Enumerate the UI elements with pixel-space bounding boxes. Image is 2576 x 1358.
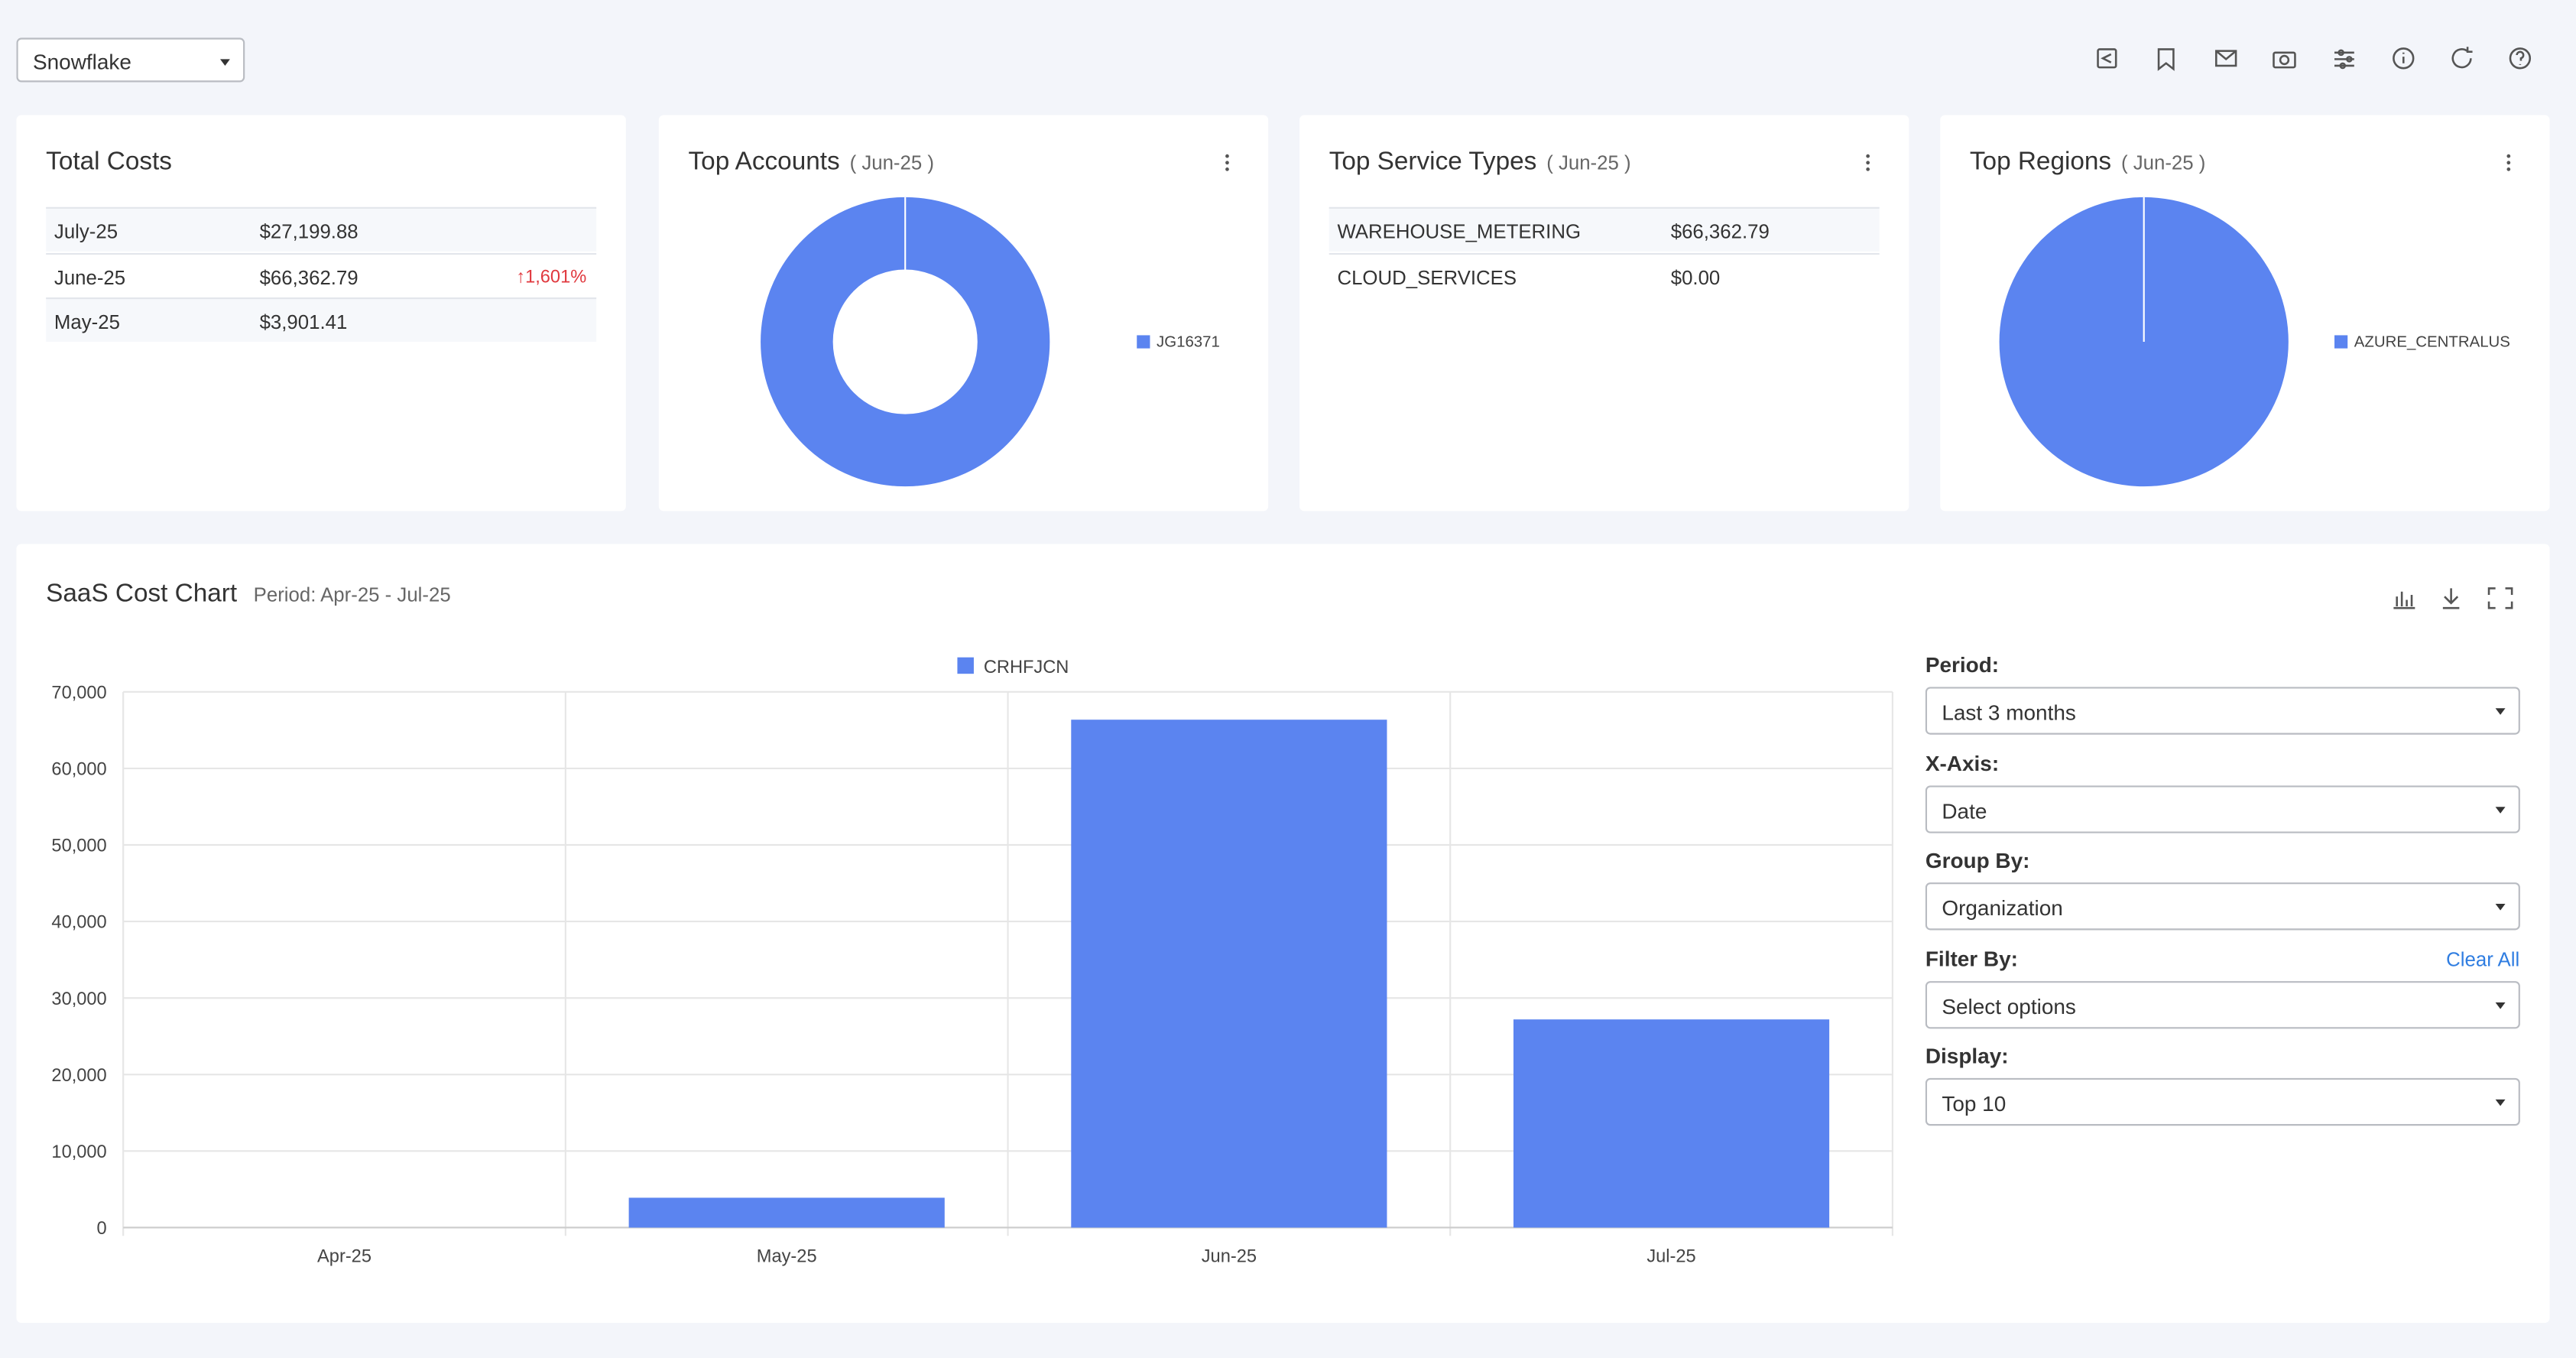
y-tick-label: 60,000 — [51, 760, 106, 780]
bar — [628, 1197, 945, 1228]
card-title: Top Regions ( Jun-25 ) — [1970, 148, 2205, 177]
share-icon[interactable] — [2097, 48, 2117, 69]
y-tick-label: 70,000 — [51, 683, 106, 703]
x-tick-label: Apr-25 — [317, 1247, 371, 1267]
control-label: Filter By: — [1925, 945, 2018, 971]
y-tick-label: 10,000 — [51, 1142, 106, 1162]
select[interactable]: Date — [1925, 785, 2520, 833]
caret — [2495, 904, 2506, 911]
caret — [2495, 1001, 2506, 1009]
legend-label: AZURE_CENTRALUS — [2354, 333, 2510, 350]
select-value: Date — [1942, 798, 1987, 823]
select[interactable]: Top 10 — [1925, 1077, 2520, 1126]
camera-icon[interactable] — [2273, 51, 2296, 69]
bar — [1513, 1019, 1830, 1228]
help-icon[interactable] — [2509, 47, 2532, 70]
title-text: SaaS Cost Chart — [46, 580, 238, 609]
select[interactable]: Select options — [1925, 980, 2520, 1028]
legend-swatch — [1137, 335, 1150, 349]
row-label: WAREHOUSE_METERING — [1337, 219, 1582, 244]
x-tick-label: Jun-25 — [1202, 1247, 1257, 1267]
menu-icon[interactable] — [1857, 151, 1877, 174]
y-tick-label: 30,000 — [51, 989, 106, 1009]
bookmark-icon[interactable] — [2157, 48, 2175, 71]
top-accounts-chart: JG16371 — [761, 197, 1220, 487]
row-value: $66,362.79 — [259, 265, 358, 289]
source-value: Snowflake — [32, 49, 131, 74]
clear-all-link[interactable]: Clear All — [2446, 947, 2520, 971]
mail-icon[interactable] — [2214, 50, 2237, 67]
table-row: June-25 $66,362.79 ↑1,601% — [46, 252, 597, 297]
table-row: July-25 $27,199.88 — [46, 206, 597, 252]
info-icon[interactable] — [2393, 47, 2415, 70]
card-title: Total Costs — [46, 148, 172, 176]
title-text: Top Regions — [1969, 148, 2112, 176]
y-tick-label: 0 — [97, 1219, 107, 1239]
menu-icon[interactable] — [1215, 151, 1235, 174]
download-icon[interactable] — [2442, 588, 2460, 609]
table-row: WAREHOUSE_METERING $66,362.79 — [1329, 206, 1880, 252]
caret — [2495, 806, 2506, 813]
row-label: May-25 — [54, 310, 120, 334]
card-period: ( Jun-25 ) — [849, 151, 934, 174]
x-tick-label: May-25 — [757, 1247, 817, 1267]
row-label: June-25 — [54, 265, 126, 289]
fullscreen-icon[interactable] — [2487, 587, 2513, 609]
source-select[interactable]: Snowflake — [16, 37, 245, 83]
card-title: SaaS Cost Chart Period: Apr-25 - Jul-25 — [46, 580, 451, 610]
toolbar-icons — [2097, 47, 2532, 71]
chart-tools — [2393, 587, 2513, 609]
y-tick-label: 40,000 — [51, 913, 106, 933]
control-label: Period: — [1925, 652, 2000, 677]
caret — [219, 59, 230, 66]
caret — [2495, 708, 2506, 715]
top-regions-chart: AZURE_CENTRALUS — [1999, 197, 2510, 487]
select-value: Last 3 months — [1942, 700, 2076, 725]
title-text: Top Accounts — [688, 148, 840, 176]
y-tick-label: 20,000 — [51, 1066, 106, 1086]
saas-cost-chart: 0 10,000 20,000 30,000 40,000 50,000 60,000 70,… — [51, 657, 1893, 1267]
legend-label: JG16371 — [1157, 333, 1220, 350]
bar — [1071, 720, 1387, 1228]
control-label: X-Axis: — [1925, 750, 2000, 775]
legend-label: CRHFJCN — [984, 658, 1069, 677]
card-title: Top Service Types ( Jun-25 ) — [1329, 148, 1631, 177]
control-label: Group By: — [1925, 847, 2030, 873]
row-label: CLOUD_SERVICES — [1337, 265, 1517, 289]
control-label: Display: — [1925, 1043, 2009, 1068]
row-value: $27,199.88 — [259, 219, 358, 244]
chart-type-icon[interactable] — [2393, 591, 2415, 609]
card-period: Period: Apr-25 - Jul-25 — [253, 583, 451, 607]
legend-swatch — [2334, 335, 2348, 349]
settings-icon[interactable] — [2334, 49, 2354, 70]
select-value: Organization — [1942, 895, 2063, 921]
legend-swatch — [957, 657, 974, 674]
row-value: $66,362.79 — [1670, 219, 1770, 244]
select[interactable]: Organization — [1925, 882, 2520, 931]
row-value: $0.00 — [1670, 265, 1721, 289]
x-tick-label: Jul-25 — [1646, 1247, 1695, 1267]
row-label: July-25 — [54, 219, 118, 244]
y-tick-label: 50,000 — [51, 837, 106, 856]
select-value: Select options — [1942, 993, 2076, 1018]
card-title: Top Accounts ( Jun-25 ) — [689, 148, 934, 177]
caret — [2495, 1099, 2506, 1106]
menu-icon[interactable] — [2497, 151, 2517, 174]
table-row: May-25 $3,901.41 — [46, 297, 597, 343]
refresh-icon[interactable] — [2451, 47, 2473, 69]
card-period: ( Jun-25 ) — [2120, 151, 2206, 174]
top-service-types-card — [1299, 115, 1909, 512]
select[interactable]: Last 3 months — [1925, 687, 2520, 735]
table-row: CLOUD_SERVICES $0.00 — [1329, 252, 1880, 297]
card-period: ( Jun-25 ) — [1546, 151, 1631, 174]
row-change: ↑1,601% — [516, 267, 587, 288]
select-value: Top 10 — [1942, 1091, 2007, 1116]
row-value: $3,901.41 — [259, 310, 348, 334]
title-text: Top Service Types — [1329, 148, 1537, 176]
